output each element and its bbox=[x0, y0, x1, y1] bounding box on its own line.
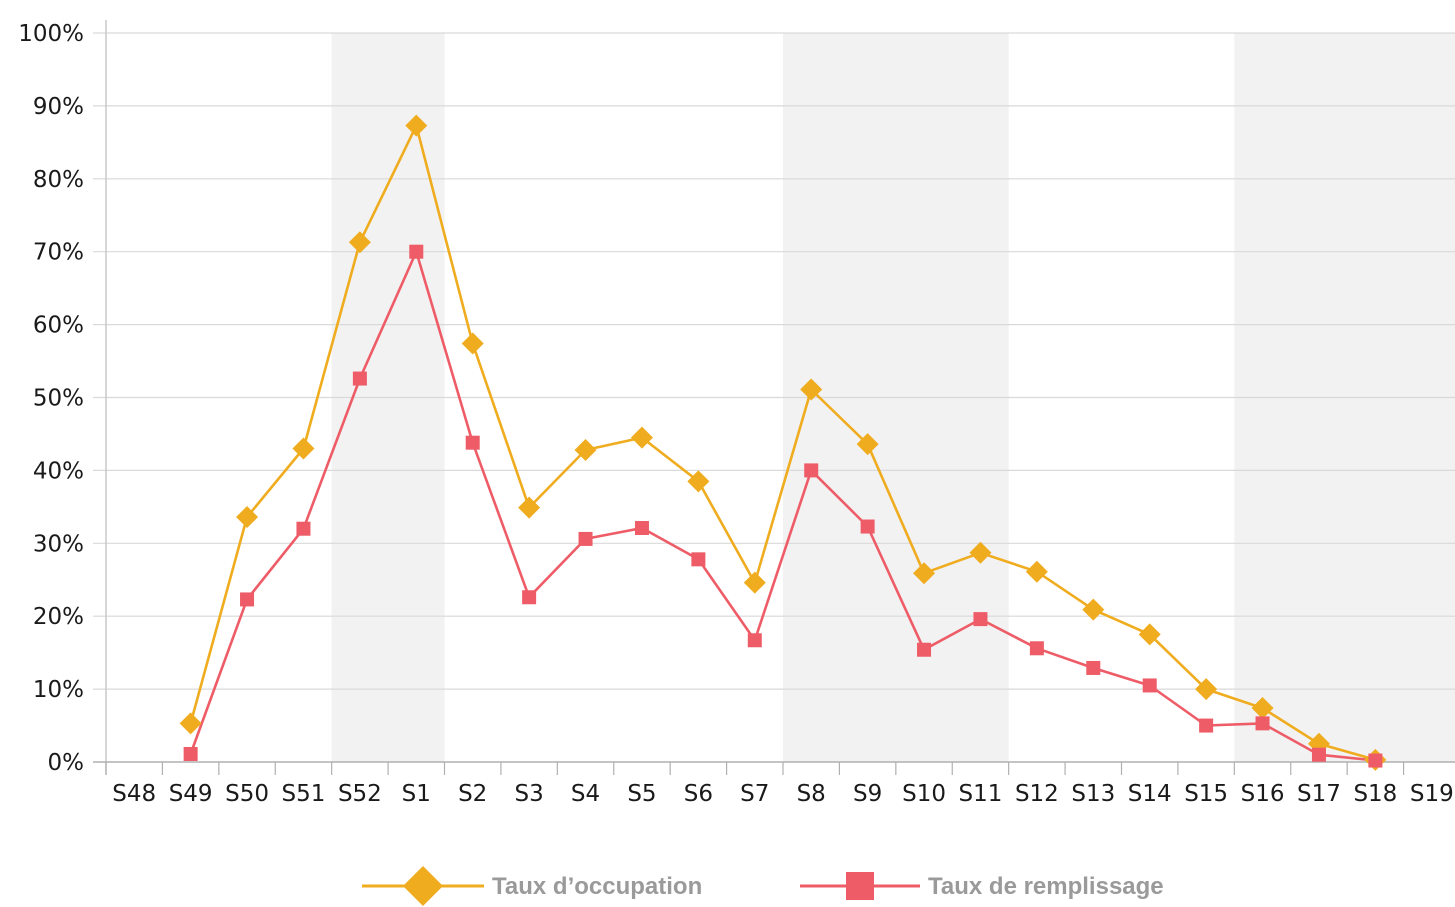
data-point-diamond bbox=[743, 571, 766, 594]
x-tick-label: S49 bbox=[169, 781, 213, 807]
data-point-diamond bbox=[348, 231, 371, 254]
data-point-diamond bbox=[687, 470, 710, 493]
x-tick-label: S7 bbox=[740, 781, 769, 807]
x-tick-label: S3 bbox=[515, 781, 544, 807]
data-point-square bbox=[917, 642, 932, 657]
legend: Taux d’occupation Taux de remplissage bbox=[362, 866, 1164, 906]
legend-label: Taux de remplissage bbox=[928, 873, 1164, 900]
x-tick-label: S2 bbox=[458, 781, 487, 807]
x-tick-label: S18 bbox=[1353, 781, 1397, 807]
x-tick-label: S48 bbox=[112, 781, 156, 807]
data-point-square bbox=[634, 520, 649, 535]
data-point-square bbox=[1029, 641, 1044, 656]
data-point-diamond bbox=[1251, 697, 1274, 720]
y-tick-label: 60% bbox=[33, 313, 84, 339]
data-point-diamond bbox=[1025, 560, 1048, 583]
data-point-diamond bbox=[1082, 598, 1105, 621]
data-point-square bbox=[352, 371, 367, 386]
x-tick-label: S52 bbox=[338, 781, 382, 807]
data-point-diamond bbox=[630, 426, 653, 449]
gridlines bbox=[93, 32, 1455, 690]
data-point-square bbox=[1311, 747, 1326, 762]
x-tick-label: S4 bbox=[571, 781, 600, 807]
data-point-diamond bbox=[518, 496, 541, 519]
data-point-diamond bbox=[1195, 678, 1218, 701]
data-point-square bbox=[747, 633, 762, 648]
y-tick-label: 100% bbox=[18, 21, 84, 47]
legend-label: Taux d’occupation bbox=[492, 873, 702, 900]
x-tick-label: S15 bbox=[1184, 781, 1228, 807]
x-tick-label: S14 bbox=[1128, 781, 1172, 807]
data-point-diamond bbox=[913, 562, 936, 585]
series-markers bbox=[179, 114, 1387, 771]
data-point-diamond bbox=[179, 712, 202, 735]
data-point-square bbox=[973, 612, 988, 627]
data-point-square bbox=[691, 552, 706, 567]
y-tick-label: 80% bbox=[33, 167, 84, 193]
data-point-diamond bbox=[236, 506, 259, 529]
x-tick-label: S9 bbox=[853, 781, 882, 807]
data-point-square bbox=[1368, 753, 1383, 768]
y-tick-label: 50% bbox=[33, 386, 84, 412]
x-tick-label: S13 bbox=[1071, 781, 1115, 807]
data-point-diamond bbox=[574, 438, 597, 461]
data-point-diamond bbox=[292, 437, 315, 460]
data-point-diamond bbox=[856, 433, 879, 456]
x-tick-label: S19 bbox=[1410, 781, 1454, 807]
data-point-square bbox=[1199, 718, 1214, 733]
series-line-2 bbox=[189, 250, 1376, 762]
data-point-square bbox=[240, 592, 255, 607]
y-tick-label: 70% bbox=[33, 240, 84, 266]
data-point-diamond bbox=[800, 378, 823, 401]
data-point-square bbox=[1086, 660, 1101, 675]
x-tick-label: S51 bbox=[282, 781, 326, 807]
y-tick-label: 30% bbox=[33, 531, 84, 557]
x-tick-label: S16 bbox=[1241, 781, 1285, 807]
legend-marker-diamond bbox=[403, 866, 443, 906]
legend-marker-square bbox=[846, 872, 874, 900]
data-point-square bbox=[578, 531, 593, 546]
data-point-square bbox=[1255, 716, 1270, 731]
data-point-square bbox=[804, 463, 819, 478]
data-point-diamond bbox=[461, 332, 484, 355]
x-tick-label: S1 bbox=[402, 781, 431, 807]
x-tick-label: S17 bbox=[1297, 781, 1341, 807]
y-tick-label: 0% bbox=[48, 750, 85, 776]
data-point-diamond bbox=[1138, 623, 1161, 646]
x-tick-label: S12 bbox=[1015, 781, 1059, 807]
data-point-square bbox=[183, 746, 198, 761]
x-tick-label: S5 bbox=[627, 781, 656, 807]
y-axis: 0% 10% 20% 30% 40% 50% 60% 70% 80% 90% 100% bbox=[18, 21, 84, 776]
y-tick-label: 40% bbox=[33, 458, 84, 484]
series-lines bbox=[189, 124, 1376, 762]
x-tick-label: S50 bbox=[225, 781, 269, 807]
y-tick-label: 10% bbox=[33, 677, 84, 703]
x-tick-label: S11 bbox=[959, 781, 1003, 807]
data-point-square bbox=[860, 519, 875, 534]
data-point-square bbox=[522, 590, 537, 605]
x-tick-label: S6 bbox=[684, 781, 713, 807]
x-tick-label: S8 bbox=[797, 781, 826, 807]
data-point-square bbox=[1142, 678, 1157, 693]
y-tick-label: 20% bbox=[33, 604, 84, 630]
y-tick-label: 90% bbox=[33, 94, 84, 120]
data-point-square bbox=[409, 244, 424, 259]
data-point-diamond bbox=[969, 541, 992, 564]
x-tick-label: S10 bbox=[902, 781, 946, 807]
data-point-square bbox=[465, 435, 480, 450]
data-point-square bbox=[296, 521, 311, 536]
x-axis: S48 S49 S50 S51 S52 S1 S2 S3 S4 S5 S6 S7 S8 S9 S10 S11 S… bbox=[93, 20, 1455, 807]
series-line-1 bbox=[189, 124, 1376, 762]
data-point-diamond bbox=[405, 114, 428, 137]
